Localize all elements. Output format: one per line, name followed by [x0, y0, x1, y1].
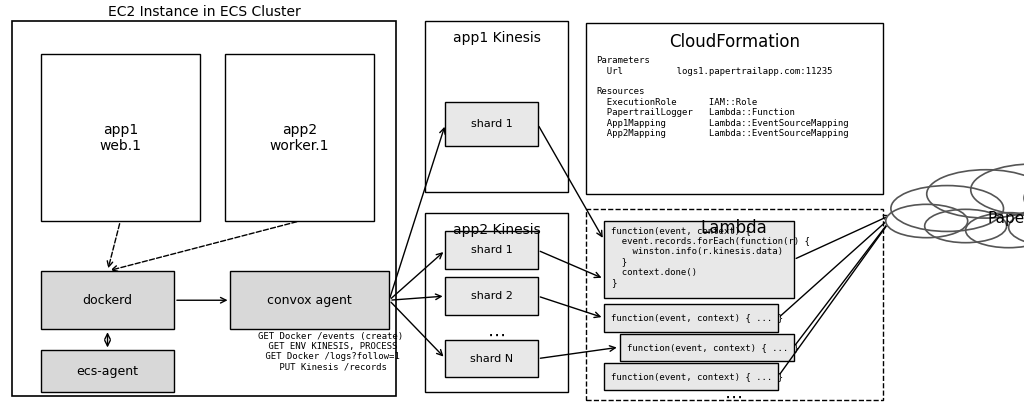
FancyBboxPatch shape — [586, 208, 883, 400]
Text: function(event, context) { ... }: function(event, context) { ... } — [611, 314, 783, 322]
Circle shape — [925, 209, 1007, 243]
Text: shard 1: shard 1 — [471, 245, 512, 255]
Circle shape — [891, 186, 1004, 231]
FancyBboxPatch shape — [230, 271, 389, 329]
Text: app2
worker.1: app2 worker.1 — [269, 123, 330, 153]
Text: app1 Kinesis: app1 Kinesis — [453, 31, 541, 45]
Text: app1
web.1: app1 web.1 — [99, 123, 141, 153]
Text: EC2 Instance in ECS Cluster: EC2 Instance in ECS Cluster — [108, 5, 301, 19]
FancyBboxPatch shape — [425, 213, 568, 392]
FancyBboxPatch shape — [12, 21, 396, 396]
FancyBboxPatch shape — [425, 21, 568, 192]
FancyBboxPatch shape — [41, 350, 174, 392]
Text: ⋯: ⋯ — [487, 327, 506, 345]
FancyBboxPatch shape — [604, 363, 778, 390]
Text: function(event, context) {
  event.records.forEach(function(r) {
    winston.inf: function(event, context) { event.records… — [611, 226, 810, 287]
Circle shape — [971, 164, 1024, 216]
Text: shard N: shard N — [470, 354, 513, 364]
FancyBboxPatch shape — [586, 23, 883, 194]
FancyBboxPatch shape — [604, 221, 794, 298]
Text: GET Docker /events (create)
 GET ENV KINESIS, PROCESS
 GET Docker /logs?follow=1: GET Docker /events (create) GET ENV KINE… — [258, 332, 402, 372]
FancyBboxPatch shape — [445, 102, 538, 146]
Text: function(event, context) { ... }: function(event, context) { ... } — [627, 343, 799, 352]
FancyBboxPatch shape — [41, 54, 200, 221]
FancyBboxPatch shape — [41, 271, 174, 329]
FancyBboxPatch shape — [445, 340, 538, 377]
FancyBboxPatch shape — [225, 54, 374, 221]
FancyBboxPatch shape — [604, 304, 778, 332]
Circle shape — [886, 204, 968, 238]
Text: function(event, context) { ... }: function(event, context) { ... } — [611, 372, 783, 381]
Text: CloudFormation: CloudFormation — [669, 33, 800, 51]
Text: Parameters
  Url          logs1.papertrailapp.com:11235

Resources
  ExecutionRo: Parameters Url logs1.papertrailapp.com:1… — [596, 56, 849, 138]
Text: ecs-agent: ecs-agent — [77, 364, 138, 378]
FancyBboxPatch shape — [445, 277, 538, 315]
Circle shape — [966, 213, 1024, 248]
Text: Lambda: Lambda — [700, 219, 768, 237]
Text: shard 1: shard 1 — [471, 119, 512, 129]
Text: Papertrail: Papertrail — [987, 211, 1024, 226]
Text: dockerd: dockerd — [83, 294, 132, 307]
Text: app2 Kinesis: app2 Kinesis — [453, 223, 541, 237]
Text: shard 2: shard 2 — [471, 291, 512, 301]
FancyBboxPatch shape — [445, 231, 538, 269]
Circle shape — [1009, 208, 1024, 246]
Text: convox agent: convox agent — [267, 294, 352, 307]
Circle shape — [927, 170, 1024, 218]
FancyBboxPatch shape — [620, 334, 794, 361]
Text: ⋯: ⋯ — [725, 389, 743, 407]
